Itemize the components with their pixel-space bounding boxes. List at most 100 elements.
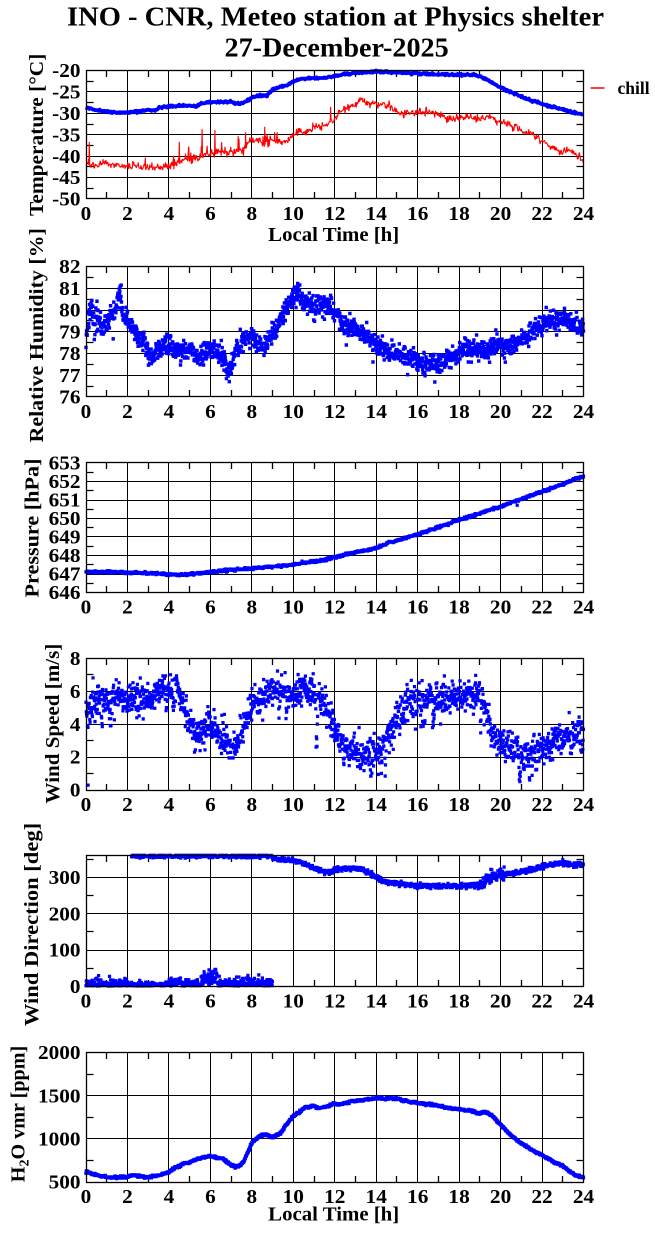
svg-text:INO - CNR, Meteo station at Ph: INO - CNR, Meteo station at Physics shel… bbox=[67, 2, 604, 32]
svg-text:27-December-2025: 27-December-2025 bbox=[225, 33, 449, 63]
svg-text:18: 18 bbox=[448, 795, 470, 816]
svg-text:2: 2 bbox=[122, 597, 133, 618]
svg-text:18: 18 bbox=[448, 597, 470, 618]
svg-text:22: 22 bbox=[531, 991, 552, 1012]
svg-text:4: 4 bbox=[70, 715, 81, 736]
svg-text:0: 0 bbox=[81, 597, 92, 618]
svg-text:648: 648 bbox=[49, 546, 81, 567]
svg-text:8: 8 bbox=[247, 991, 258, 1012]
svg-text:80: 80 bbox=[59, 301, 80, 322]
svg-text:12: 12 bbox=[324, 402, 345, 423]
svg-text:0: 0 bbox=[70, 977, 81, 998]
svg-text:12: 12 bbox=[324, 991, 345, 1012]
svg-text:-30: -30 bbox=[52, 104, 80, 125]
svg-text:0: 0 bbox=[81, 1187, 92, 1208]
svg-text:22: 22 bbox=[531, 795, 552, 816]
svg-text:Wind Speed [m/s]: Wind Speed [m/s] bbox=[42, 644, 64, 804]
svg-text:82: 82 bbox=[59, 257, 80, 278]
svg-text:H2O vmr [ppm]: H2O vmr [ppm] bbox=[7, 1046, 32, 1183]
svg-text:0: 0 bbox=[81, 991, 92, 1012]
svg-text:2: 2 bbox=[122, 1187, 133, 1208]
svg-text:4: 4 bbox=[164, 597, 175, 618]
svg-text:76: 76 bbox=[59, 388, 81, 409]
svg-text:22: 22 bbox=[531, 1187, 552, 1208]
svg-text:100: 100 bbox=[49, 941, 81, 962]
svg-text:18: 18 bbox=[448, 402, 470, 423]
svg-text:20: 20 bbox=[490, 204, 511, 225]
svg-text:Relative Humidity [%]: Relative Humidity [%] bbox=[26, 228, 48, 442]
svg-text:-40: -40 bbox=[52, 147, 80, 168]
svg-text:8: 8 bbox=[247, 1187, 258, 1208]
svg-text:2: 2 bbox=[122, 991, 133, 1012]
svg-text:16: 16 bbox=[407, 1187, 429, 1208]
svg-text:24: 24 bbox=[573, 402, 595, 423]
svg-text:18: 18 bbox=[448, 204, 470, 225]
svg-text:2: 2 bbox=[122, 402, 133, 423]
svg-text:0: 0 bbox=[81, 402, 92, 423]
svg-text:24: 24 bbox=[573, 204, 595, 225]
svg-text:6: 6 bbox=[205, 991, 216, 1012]
svg-text:Local Time [h]: Local Time [h] bbox=[268, 224, 399, 246]
svg-text:8: 8 bbox=[247, 204, 258, 225]
svg-text:10: 10 bbox=[283, 795, 304, 816]
svg-text:16: 16 bbox=[407, 795, 429, 816]
svg-text:20: 20 bbox=[490, 402, 511, 423]
svg-text:4: 4 bbox=[164, 795, 175, 816]
svg-text:24: 24 bbox=[573, 991, 595, 1012]
svg-text:4: 4 bbox=[164, 402, 175, 423]
svg-text:647: 647 bbox=[49, 565, 81, 586]
svg-text:78: 78 bbox=[59, 344, 81, 365]
svg-text:653: 653 bbox=[49, 454, 81, 475]
svg-text:-50: -50 bbox=[52, 190, 80, 211]
svg-text:300: 300 bbox=[49, 868, 81, 889]
svg-text:24: 24 bbox=[573, 795, 595, 816]
svg-text:0: 0 bbox=[81, 204, 92, 225]
svg-text:18: 18 bbox=[448, 991, 470, 1012]
svg-text:14: 14 bbox=[366, 597, 388, 618]
svg-text:14: 14 bbox=[366, 795, 388, 816]
svg-text:14: 14 bbox=[366, 402, 388, 423]
svg-text:14: 14 bbox=[366, 204, 388, 225]
svg-text:chill: chill bbox=[618, 78, 650, 98]
svg-text:20: 20 bbox=[490, 1187, 511, 1208]
svg-text:Local Time [h]: Local Time [h] bbox=[268, 1204, 399, 1226]
svg-text:2: 2 bbox=[70, 748, 81, 769]
svg-text:81: 81 bbox=[59, 279, 80, 300]
svg-text:1000: 1000 bbox=[38, 1129, 81, 1150]
svg-text:-25: -25 bbox=[52, 83, 81, 104]
svg-text:6: 6 bbox=[205, 1187, 216, 1208]
svg-text:20: 20 bbox=[490, 991, 511, 1012]
svg-text:10: 10 bbox=[283, 991, 304, 1012]
svg-text:6: 6 bbox=[70, 682, 81, 703]
svg-text:12: 12 bbox=[324, 204, 345, 225]
svg-text:8: 8 bbox=[247, 402, 258, 423]
svg-text:10: 10 bbox=[283, 597, 304, 618]
svg-text:652: 652 bbox=[49, 472, 81, 493]
svg-text:Wind Direction [deg]: Wind Direction [deg] bbox=[21, 823, 43, 1026]
svg-text:2000: 2000 bbox=[38, 1043, 81, 1064]
svg-text:646: 646 bbox=[49, 583, 81, 604]
svg-text:79: 79 bbox=[59, 322, 81, 343]
svg-text:20: 20 bbox=[490, 795, 511, 816]
svg-text:10: 10 bbox=[283, 204, 304, 225]
svg-text:650: 650 bbox=[49, 509, 81, 530]
svg-text:6: 6 bbox=[205, 597, 216, 618]
svg-text:8: 8 bbox=[70, 649, 81, 670]
svg-text:22: 22 bbox=[531, 204, 552, 225]
svg-text:0: 0 bbox=[81, 795, 92, 816]
svg-text:4: 4 bbox=[164, 1187, 175, 1208]
svg-text:Temperature [°C]: Temperature [°C] bbox=[26, 54, 48, 216]
svg-text:12: 12 bbox=[324, 795, 345, 816]
svg-text:651: 651 bbox=[49, 491, 81, 512]
svg-text:14: 14 bbox=[366, 1187, 388, 1208]
svg-text:16: 16 bbox=[407, 597, 429, 618]
svg-text:4: 4 bbox=[164, 204, 175, 225]
svg-text:10: 10 bbox=[283, 402, 304, 423]
svg-text:2: 2 bbox=[122, 795, 133, 816]
svg-text:24: 24 bbox=[573, 597, 595, 618]
svg-text:77: 77 bbox=[59, 366, 81, 387]
svg-text:500: 500 bbox=[49, 1173, 81, 1194]
svg-text:12: 12 bbox=[324, 597, 345, 618]
svg-text:1500: 1500 bbox=[38, 1086, 81, 1107]
svg-text:22: 22 bbox=[531, 597, 552, 618]
